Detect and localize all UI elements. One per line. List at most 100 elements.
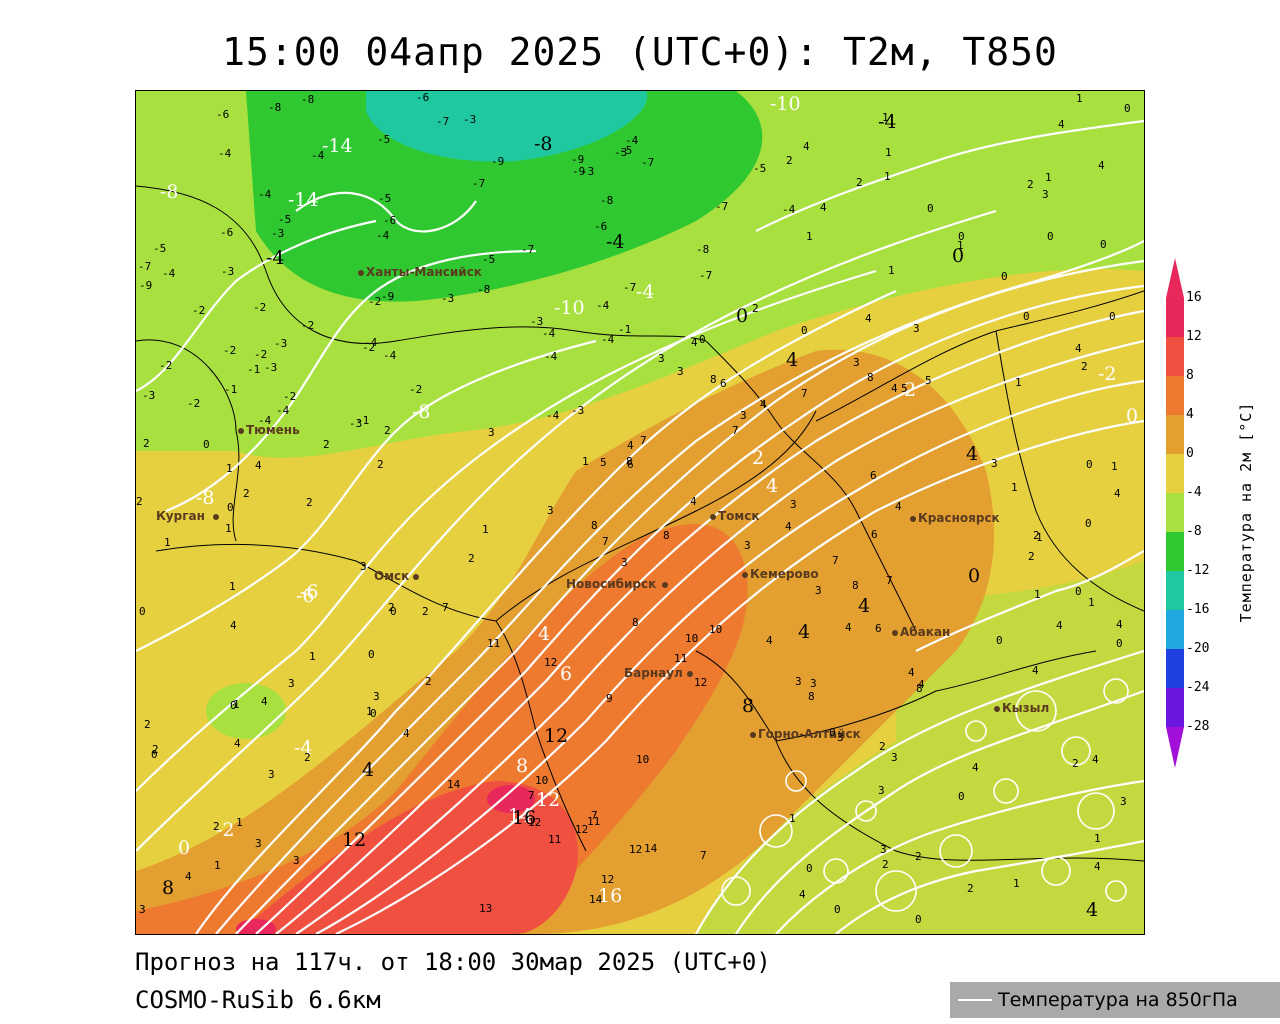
city-krasnoyarsk: Красноярск bbox=[910, 511, 1000, 525]
station-value: 1 bbox=[888, 264, 895, 277]
station-value: 0 bbox=[390, 605, 397, 618]
station-value: -7 bbox=[521, 243, 535, 256]
station-value: 0 bbox=[227, 501, 234, 514]
station-value: 8 bbox=[626, 455, 633, 468]
station-value: 12 bbox=[544, 656, 558, 669]
station-value: 4 bbox=[1056, 619, 1063, 632]
station-value: 0 bbox=[1100, 238, 1107, 251]
station-value: 2 bbox=[468, 552, 475, 565]
station-value: 1 bbox=[884, 170, 891, 183]
station-value: -4 bbox=[276, 404, 290, 417]
temperature-field bbox=[136, 91, 1144, 934]
t850-label: -8 bbox=[196, 487, 215, 509]
station-value: -5 bbox=[482, 253, 496, 266]
station-value: 3 bbox=[740, 409, 747, 422]
station-value: 8 bbox=[710, 373, 717, 386]
station-value: 4 bbox=[255, 459, 262, 472]
city-omsk: Омск bbox=[374, 569, 421, 583]
station-value: -6 bbox=[220, 226, 234, 239]
station-value: 12 bbox=[575, 823, 589, 836]
station-value: -5 bbox=[278, 213, 292, 226]
station-value: -3 bbox=[581, 165, 595, 178]
station-value: 10 bbox=[685, 632, 699, 645]
station-value: -8 bbox=[600, 194, 614, 207]
station-value: 6 bbox=[720, 377, 727, 390]
station-value: 2 bbox=[786, 154, 793, 167]
station-value: -9 bbox=[381, 290, 395, 303]
station-value: -7 bbox=[436, 115, 450, 128]
station-value: -3 bbox=[571, 404, 585, 417]
station-value: 4 bbox=[230, 619, 237, 632]
city-kemerovo: Кемерово bbox=[742, 567, 819, 581]
station-value: 5 bbox=[600, 456, 607, 469]
station-value: -8 bbox=[301, 93, 315, 106]
map-title: 15:00 04апр 2025 (UTC+0): T2м, T850 bbox=[222, 30, 1058, 74]
colorbar-title: Температура на 2м [°C] bbox=[1237, 401, 1255, 623]
station-value: -2 bbox=[254, 348, 268, 361]
station-value: -7 bbox=[138, 260, 152, 273]
city-barnaul: Барнаул bbox=[624, 666, 695, 680]
station-value: 8 bbox=[632, 616, 639, 629]
t850-label: 4 bbox=[766, 475, 779, 497]
station-value: 1 bbox=[882, 111, 889, 124]
t2m-label: 4 bbox=[1086, 899, 1099, 921]
station-value: 3 bbox=[1120, 795, 1127, 808]
station-value: 1 bbox=[1013, 877, 1020, 890]
station-value: 4 bbox=[895, 500, 902, 513]
station-value: -8 bbox=[696, 243, 710, 256]
model-name: COSMO-RuSib 6.6км bbox=[135, 986, 381, 1014]
station-value: -5 bbox=[753, 162, 767, 175]
station-value: 7 bbox=[591, 809, 598, 822]
station-value: 1 bbox=[582, 455, 589, 468]
station-value: -9 bbox=[491, 155, 505, 168]
station-value: 7 bbox=[640, 434, 647, 447]
station-value: 8 bbox=[852, 579, 859, 592]
colorbar-tick-label: 4 bbox=[1186, 407, 1194, 422]
colorbar-segment bbox=[1166, 493, 1184, 532]
station-value: 14 bbox=[589, 893, 603, 906]
station-value: -5 bbox=[377, 133, 391, 146]
station-value: 4 bbox=[908, 666, 915, 679]
station-value: 2 bbox=[882, 858, 889, 871]
t2m-label: 0 bbox=[736, 305, 749, 327]
station-value: 4 bbox=[691, 336, 698, 349]
station-value: -4 bbox=[218, 147, 232, 160]
station-value: -4 bbox=[364, 336, 378, 349]
station-value: 1 bbox=[1094, 832, 1101, 845]
colorbar-tick-label: -20 bbox=[1186, 641, 1210, 656]
colorbar-tick-label: -8 bbox=[1186, 524, 1202, 539]
station-value: 2 bbox=[1033, 529, 1040, 542]
station-value: -5 bbox=[378, 192, 392, 205]
station-value: 1 bbox=[366, 705, 373, 718]
station-value: 2 bbox=[915, 850, 922, 863]
station-value: 4 bbox=[799, 888, 806, 901]
city-abakan: Абакан bbox=[892, 625, 950, 639]
station-value: 12 bbox=[694, 676, 708, 689]
t850-label: -4 bbox=[636, 281, 655, 303]
station-value: -4 bbox=[311, 149, 325, 162]
t2m-label: 8 bbox=[742, 695, 755, 717]
station-value: 2 bbox=[152, 743, 159, 756]
station-value: -4 bbox=[596, 299, 610, 312]
t850-label: -8 bbox=[412, 401, 431, 423]
city-tomsk: Томск bbox=[710, 509, 760, 523]
station-value: 7 bbox=[801, 387, 808, 400]
station-value: 2 bbox=[879, 740, 886, 753]
station-value: 0 bbox=[203, 438, 210, 451]
station-value: 2 bbox=[422, 605, 429, 618]
station-value: -2 bbox=[253, 301, 267, 314]
field-neg12-neg8 bbox=[366, 91, 648, 162]
station-value: 1 bbox=[1034, 588, 1041, 601]
station-value: -4 bbox=[625, 134, 639, 147]
station-value: 0 bbox=[806, 862, 813, 875]
station-value: 0 bbox=[1023, 310, 1030, 323]
station-value: 7 bbox=[700, 849, 707, 862]
station-value: 5 bbox=[901, 382, 908, 395]
station-value: 1 bbox=[482, 523, 489, 536]
station-value: -2 bbox=[362, 341, 376, 354]
station-value: 0 bbox=[1075, 585, 1082, 598]
station-value: 3 bbox=[1042, 188, 1049, 201]
station-value: 2 bbox=[306, 496, 313, 509]
colorbar-segment bbox=[1166, 376, 1184, 415]
station-value: 1 bbox=[885, 146, 892, 159]
